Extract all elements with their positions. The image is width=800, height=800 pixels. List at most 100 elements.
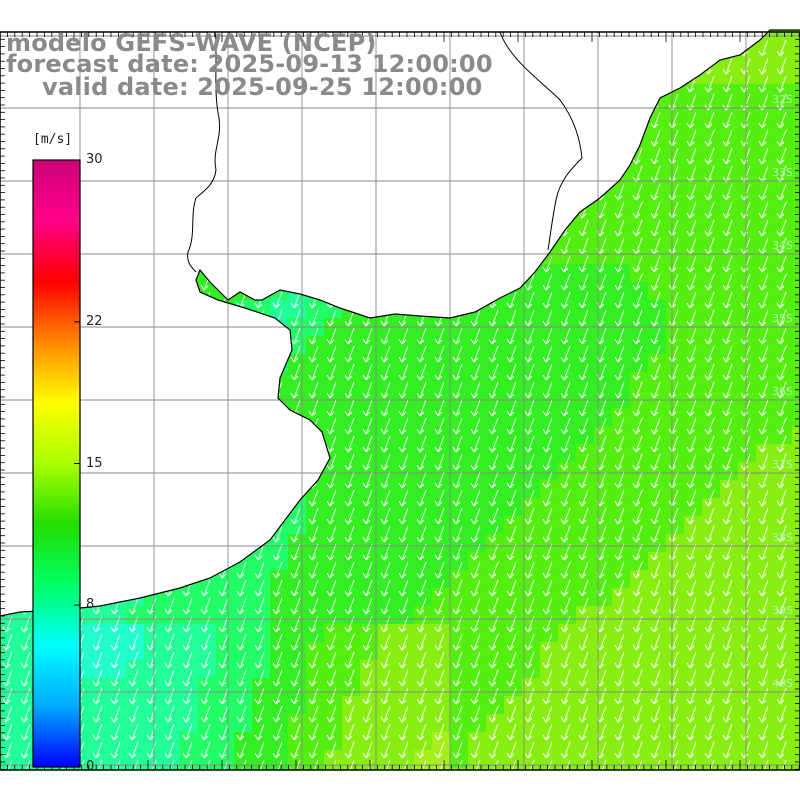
wind-arrow — [758, 435, 769, 453]
speed-cell — [414, 498, 432, 516]
wind-arrow — [614, 291, 625, 309]
speed-cell — [306, 606, 324, 624]
wind-arrow — [398, 471, 409, 489]
wind-arrow — [254, 687, 265, 705]
speed-cell — [702, 462, 720, 480]
speed-cell — [684, 678, 702, 696]
wind-arrow — [686, 399, 697, 417]
speed-cell — [450, 390, 468, 408]
wind-arrow — [668, 507, 679, 525]
speed-cell — [576, 228, 594, 246]
wind-arrow — [146, 633, 157, 651]
speed-cell — [594, 570, 612, 588]
wind-arrow — [578, 507, 589, 525]
wind-arrow — [488, 687, 499, 705]
wind-arrow — [686, 147, 697, 165]
speed-cell — [666, 246, 684, 264]
speed-cell — [198, 750, 216, 768]
speed-cell — [360, 426, 378, 444]
wind-arrow — [128, 597, 139, 615]
speed-cell — [324, 750, 342, 768]
wind-arrow — [236, 561, 247, 579]
speed-cell — [774, 516, 792, 534]
speed-cell — [738, 210, 756, 228]
wind-arrow — [200, 669, 211, 687]
speed-cell — [252, 606, 270, 624]
speed-cell — [576, 624, 594, 642]
speed-cell — [612, 570, 630, 588]
speed-cell — [378, 462, 396, 480]
wind-arrow — [668, 633, 679, 651]
wind-arrow — [686, 597, 697, 615]
speed-cell — [504, 552, 522, 570]
speed-cell — [486, 642, 504, 660]
wind-arrow — [704, 399, 715, 417]
wind-arrow — [560, 363, 571, 381]
speed-cell — [558, 624, 576, 642]
speed-cell — [720, 300, 738, 318]
speed-cell — [378, 660, 396, 678]
wind-arrow — [632, 147, 643, 165]
speed-cell — [702, 192, 720, 210]
speed-cell — [522, 282, 540, 300]
speed-cell — [306, 372, 324, 390]
wind-arrow — [380, 399, 391, 417]
wind-arrow — [776, 75, 787, 93]
speed-cell — [666, 534, 684, 552]
wind-arrow — [452, 381, 463, 399]
speed-cell — [396, 552, 414, 570]
wind-arrow — [614, 507, 625, 525]
speed-cell — [630, 462, 648, 480]
speed-cell — [630, 246, 648, 264]
speed-cell — [792, 606, 800, 624]
speed-cell — [486, 372, 504, 390]
wind-arrow — [452, 345, 463, 363]
wind-arrow — [326, 471, 337, 489]
wind-arrow — [758, 669, 769, 687]
speed-cell — [612, 282, 630, 300]
wind-arrow — [776, 363, 787, 381]
wind-arrow — [380, 597, 391, 615]
speed-cell — [666, 516, 684, 534]
wind-arrow — [776, 273, 787, 291]
speed-cell — [576, 210, 594, 228]
wind-arrow — [326, 687, 337, 705]
speed-cell — [324, 714, 342, 732]
wind-arrow — [776, 237, 787, 255]
speed-cell — [648, 408, 666, 426]
speed-cell — [720, 588, 738, 606]
wind-arrow — [200, 597, 211, 615]
speed-cell — [702, 138, 720, 156]
speed-cell — [684, 588, 702, 606]
speed-cell — [774, 48, 792, 66]
speed-cell — [648, 696, 666, 714]
speed-cell — [648, 372, 666, 390]
speed-cell — [360, 714, 378, 732]
speed-cell — [396, 570, 414, 588]
wind-arrow — [524, 489, 535, 507]
speed-cell — [576, 246, 594, 264]
wind-arrow — [722, 525, 733, 543]
speed-cell — [486, 534, 504, 552]
speed-cell — [576, 444, 594, 462]
speed-cell — [666, 426, 684, 444]
speed-cell — [684, 570, 702, 588]
wind-arrow — [452, 327, 463, 345]
wind-arrow — [704, 327, 715, 345]
speed-cell — [594, 516, 612, 534]
speed-cell — [594, 660, 612, 678]
speed-cell — [702, 588, 720, 606]
wind-arrow — [452, 471, 463, 489]
wind-arrow — [470, 687, 481, 705]
wind-arrow — [488, 525, 499, 543]
wind-arrow — [560, 471, 571, 489]
speed-cell — [522, 354, 540, 372]
wind-arrow — [524, 417, 535, 435]
speed-cell — [360, 732, 378, 750]
speed-cell — [774, 678, 792, 696]
speed-cell — [774, 174, 792, 192]
speed-cell — [504, 570, 522, 588]
speed-cell — [540, 750, 558, 768]
wind-arrow — [344, 633, 355, 651]
speed-cell — [612, 408, 630, 426]
